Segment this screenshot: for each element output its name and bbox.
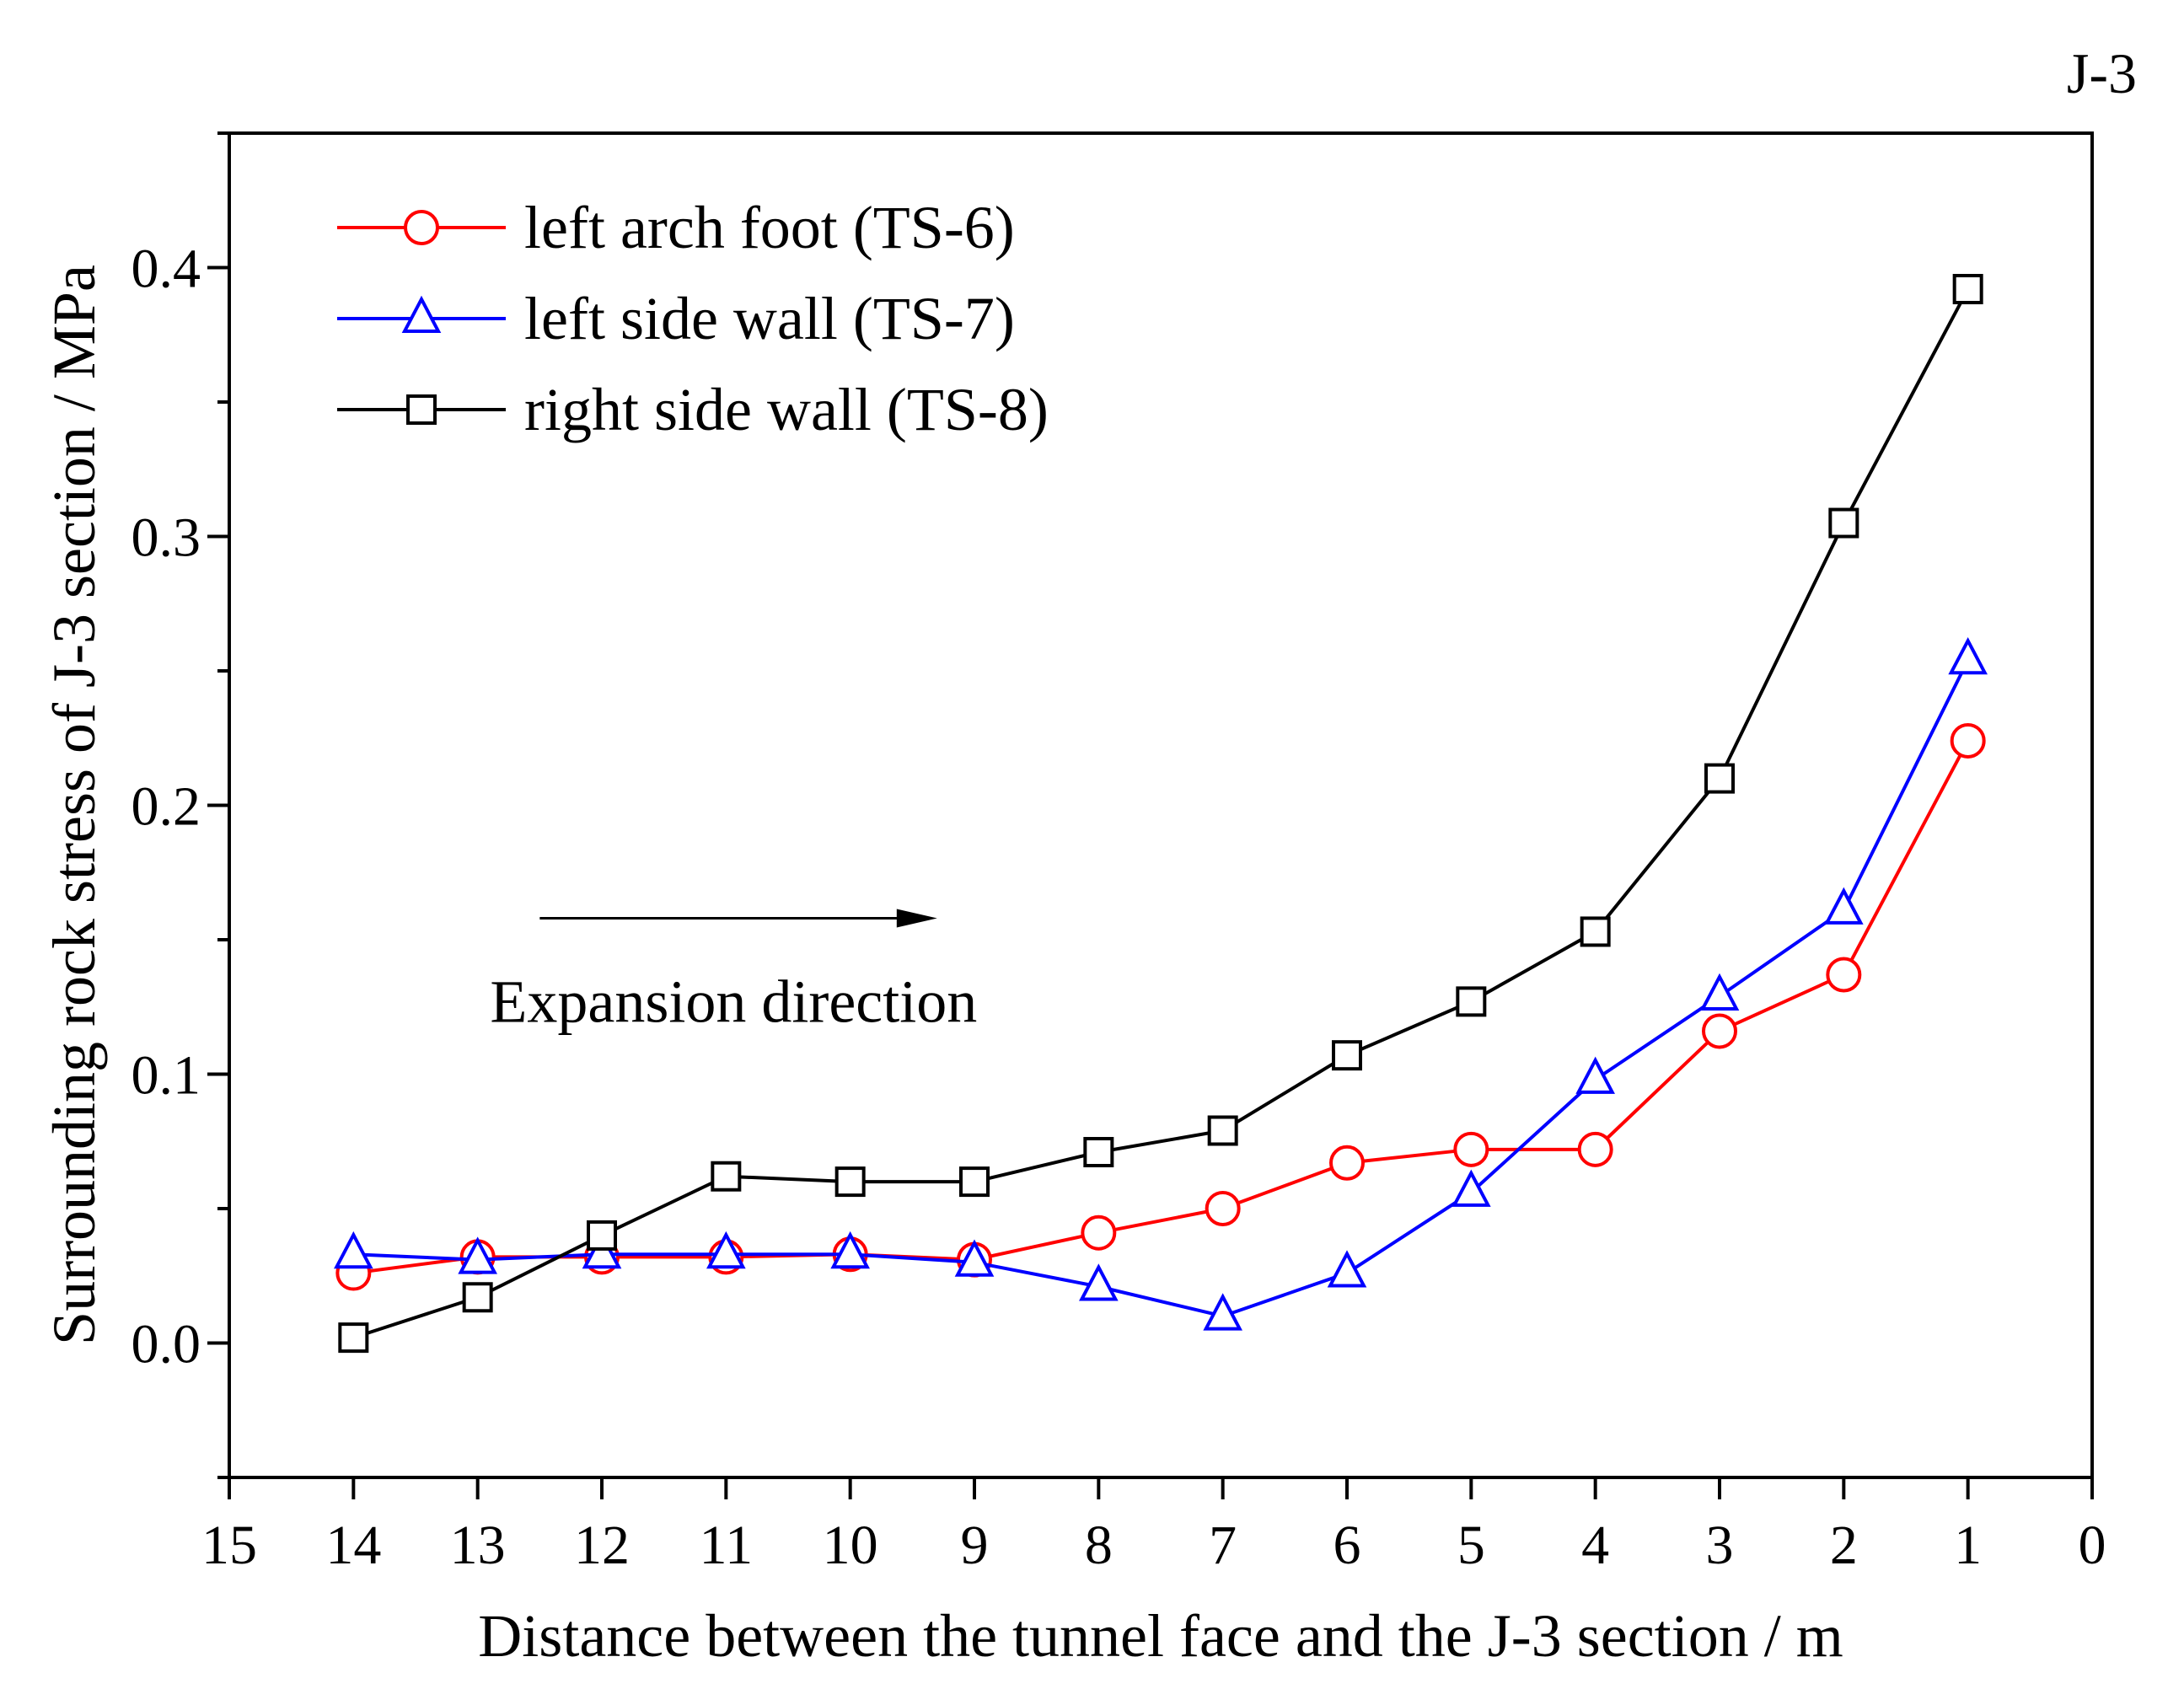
y-tick-label: 0.4 [131, 239, 201, 300]
y-axis-label: Surrounding rock stress of J-3 section /… [40, 265, 108, 1345]
data-point [1824, 887, 1864, 925]
data-point [1702, 1013, 1737, 1049]
data-point [959, 1166, 990, 1198]
series-line [353, 740, 1970, 1275]
y-tick-label: 0.2 [131, 776, 201, 838]
y-tick-label: 0.1 [131, 1045, 201, 1107]
x-tick-label: 10 [823, 1515, 878, 1576]
data-point [1826, 957, 1862, 993]
data-point [1575, 1056, 1615, 1094]
data-point [1456, 986, 1487, 1017]
x-tick-label: 2 [1830, 1515, 1858, 1576]
data-point [458, 1236, 497, 1274]
legend-item-1: left arch foot (TS-6) [337, 194, 1015, 261]
x-tick-label: 9 [961, 1515, 989, 1576]
x-tick-label: 7 [1209, 1515, 1237, 1576]
data-point [1083, 1137, 1114, 1168]
data-point [1203, 1293, 1242, 1331]
x-tick-label: 14 [325, 1515, 381, 1576]
legend-marker [406, 394, 437, 425]
legend-label: left side wall (TS-7) [524, 285, 1015, 352]
plot-frame [228, 131, 2094, 1479]
expansion-direction-arrow-head [896, 909, 937, 928]
x-tick-label: 5 [1457, 1515, 1485, 1576]
data-point [1081, 1214, 1117, 1251]
y-axis: 0.0 0.1 0.2 0.3 0.4 [131, 131, 229, 1479]
data-point [954, 1239, 995, 1277]
x-tick-label: 0 [2079, 1515, 2106, 1576]
data-point [334, 1231, 373, 1269]
series-line [353, 659, 1970, 1318]
data-point [1452, 1169, 1491, 1207]
legend-label: right side wall (TS-8) [524, 376, 1049, 443]
data-point [1332, 1040, 1362, 1071]
data-point [1577, 1131, 1613, 1167]
data-point [1950, 722, 1986, 759]
x-tick-label: 12 [574, 1515, 630, 1576]
y-tick-label: 0.0 [131, 1314, 201, 1375]
data-point [1205, 1191, 1241, 1226]
data-point [1453, 1131, 1489, 1167]
data-point [1952, 274, 1983, 305]
data-point [1699, 973, 1740, 1011]
data-point [1828, 507, 1859, 539]
x-tick-label: 13 [450, 1515, 506, 1576]
x-tick-label: 8 [1085, 1515, 1113, 1576]
x-tick-label: 15 [201, 1515, 257, 1576]
data-point [462, 1282, 493, 1313]
x-tick-label: 6 [1333, 1515, 1361, 1576]
y-tick-label: 0.3 [131, 507, 201, 569]
corner-label: J-3 [2067, 41, 2137, 105]
data-point [1580, 916, 1611, 947]
legend-label: left arch foot (TS-6) [524, 194, 1015, 261]
expansion-direction-label: Expansion direction [490, 968, 977, 1035]
data-point [587, 1220, 617, 1251]
data-point [1079, 1263, 1119, 1301]
legend-item-2: left side wall (TS-7) [337, 285, 1015, 352]
data-point [1329, 1145, 1365, 1181]
legend-item-3: right side wall (TS-8) [337, 376, 1049, 443]
x-tick-label: 11 [700, 1515, 754, 1576]
x-tick-label: 1 [1954, 1515, 1982, 1576]
data-point [1327, 1250, 1367, 1288]
x-tick-label: 3 [1706, 1515, 1734, 1576]
x-axis-label: Distance between the tunnel face and the… [478, 1602, 1843, 1670]
x-axis: 15 14 13 12 11 10 9 8 7 6 5 4 3 2 1 0 [201, 1477, 2106, 1576]
data-point [582, 1231, 622, 1269]
series-layer [334, 274, 1988, 1354]
data-point [1948, 636, 1988, 675]
legend: left arch foot (TS-6) left side wall (TS-… [337, 194, 1049, 443]
series-line [352, 288, 1970, 1340]
data-point [706, 1231, 746, 1269]
data-point [711, 1161, 742, 1192]
data-point [1704, 763, 1735, 794]
series-2 [334, 636, 1988, 1331]
series-3 [338, 274, 1983, 1354]
x-tick-label: 4 [1581, 1515, 1609, 1576]
legend-marker [401, 295, 442, 333]
legend-marker [404, 210, 439, 245]
data-point [1207, 1115, 1238, 1146]
annotation: Expansion direction [490, 909, 977, 1035]
data-point [338, 1322, 369, 1354]
data-point [830, 1231, 870, 1269]
data-point [834, 1166, 866, 1198]
